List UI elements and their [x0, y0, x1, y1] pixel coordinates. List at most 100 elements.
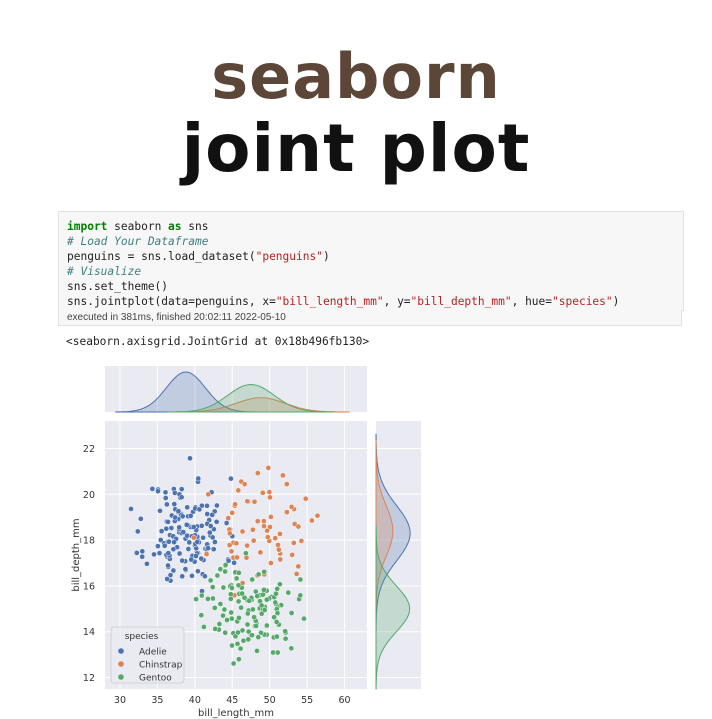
point-gentoo [261, 589, 267, 596]
point-adelie [175, 507, 182, 514]
right-marginal-background [376, 421, 421, 689]
point-gentoo [274, 633, 280, 640]
point-adelie [195, 478, 201, 485]
point-adelie [134, 528, 141, 535]
point-adelie [167, 572, 174, 578]
point-chinstrap [284, 509, 290, 515]
point-adelie [175, 508, 182, 514]
point-adelie [180, 529, 187, 535]
x-tick-label: 55 [301, 695, 313, 706]
point-adelie [176, 524, 183, 531]
point-adelie [227, 526, 233, 533]
point-chinstrap [254, 470, 261, 476]
point-gentoo [232, 633, 239, 640]
point-gentoo [253, 620, 260, 627]
point-adelie [162, 489, 169, 496]
point-gentoo [222, 562, 229, 568]
point-adelie [165, 562, 171, 569]
point-adelie [144, 560, 150, 567]
point-chinstrap [203, 551, 210, 557]
point-gentoo [268, 594, 275, 600]
point-gentoo [222, 562, 229, 569]
point-adelie [200, 534, 206, 541]
point-adelie [168, 525, 175, 531]
point-adelie [199, 588, 205, 594]
point-gentoo [210, 595, 216, 602]
code-token: penguins = sns.load_dataset( [67, 250, 256, 263]
point-adelie [164, 553, 171, 560]
code-token: seaborn [107, 220, 169, 233]
point-gentoo [209, 584, 216, 590]
y-tick-label: 12 [83, 673, 95, 684]
point-chinstrap [250, 537, 257, 544]
point-chinstrap [239, 580, 246, 586]
point-gentoo [235, 598, 242, 605]
point-gentoo [274, 603, 281, 610]
point-chinstrap [265, 465, 272, 471]
point-adelie [167, 556, 173, 562]
point-chinstrap [277, 550, 284, 557]
point-gentoo [254, 593, 261, 599]
point-gentoo [254, 648, 260, 654]
code-token: sns.jointplot(data=penguins, x= [67, 295, 276, 308]
point-adelie [202, 573, 208, 580]
point-adelie [211, 526, 217, 533]
point-adelie [176, 526, 182, 533]
point-adelie [195, 537, 201, 544]
point-adelie [170, 546, 177, 553]
legend-label-adelie: Adelie [139, 648, 167, 658]
point-gentoo [217, 566, 224, 572]
point-adelie [214, 502, 220, 509]
point-gentoo [248, 632, 254, 638]
point-chinstrap [261, 518, 267, 524]
point-chinstrap [272, 535, 279, 542]
point-adelie [163, 518, 170, 525]
point-chinstrap [291, 506, 297, 512]
point-adelie [210, 546, 217, 553]
point-gentoo [229, 585, 235, 591]
point-chinstrap [264, 534, 271, 540]
point-gentoo [273, 601, 279, 607]
point-chinstrap [261, 523, 267, 529]
point-gentoo [198, 592, 205, 599]
code-token: "penguins" [255, 250, 323, 263]
point-adelie [165, 550, 172, 556]
point-chinstrap [239, 528, 246, 535]
point-gentoo [222, 629, 229, 636]
point-gentoo [258, 602, 265, 609]
point-chinstrap [288, 504, 295, 510]
point-gentoo [243, 550, 249, 557]
point-gentoo [238, 584, 245, 591]
point-gentoo [230, 660, 237, 667]
point-adelie [193, 553, 199, 559]
point-gentoo [205, 596, 211, 602]
point-gentoo [288, 645, 295, 652]
point-chinstrap [261, 571, 268, 578]
legend-marker-chinstrap [118, 661, 124, 667]
point-adelie [207, 523, 214, 529]
point-gentoo [227, 591, 234, 598]
point-gentoo [296, 596, 302, 602]
point-adelie [171, 486, 177, 492]
code-editor[interactable]: import seaborn as sns # Load Your Datafr… [58, 211, 684, 311]
point-gentoo [282, 629, 289, 636]
point-gentoo [244, 621, 251, 628]
point-gentoo [246, 597, 253, 604]
point-chinstrap [232, 501, 238, 508]
point-gentoo [248, 594, 255, 601]
point-gentoo [193, 596, 199, 602]
point-chinstrap [283, 481, 290, 487]
point-gentoo [255, 571, 262, 578]
point-adelie [202, 545, 209, 552]
point-gentoo [263, 596, 270, 603]
point-adelie [189, 533, 195, 540]
point-chinstrap [290, 540, 297, 546]
point-gentoo [277, 581, 283, 588]
point-adelie [182, 566, 189, 572]
point-chinstrap [280, 472, 286, 479]
point-adelie [223, 520, 230, 526]
point-adelie [200, 557, 207, 563]
notebook-code-cell[interactable]: import seaborn as sns # Load Your Datafr… [58, 211, 684, 327]
point-gentoo [255, 634, 262, 640]
point-adelie [128, 506, 134, 512]
